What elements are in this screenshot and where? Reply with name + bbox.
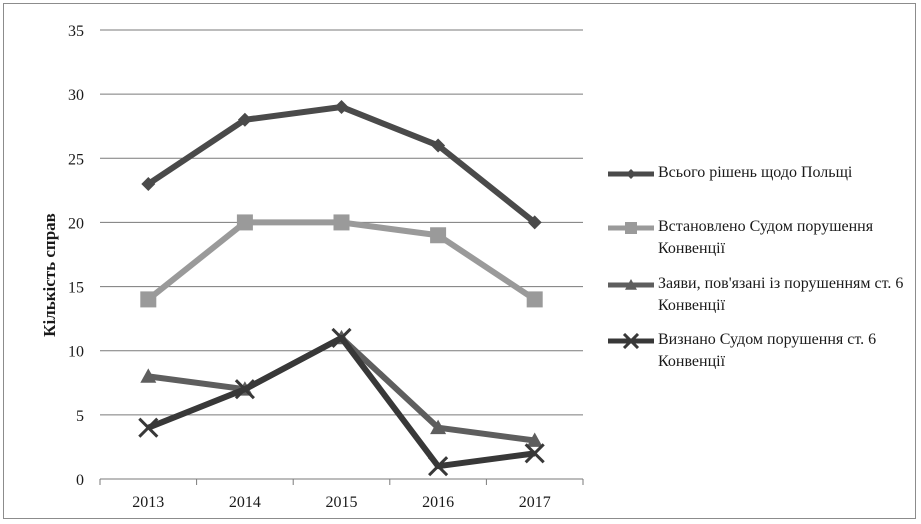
series-2 [140,329,543,447]
data-point [622,333,640,349]
series-3 [138,327,545,477]
data-point [333,214,350,231]
y-tick-label: 35 [68,23,84,40]
x-tick-label: 2014 [229,494,261,511]
y-tick-label: 5 [76,408,84,425]
data-point [334,99,349,114]
data-point [524,443,545,464]
x-tick-label: 2017 [519,494,551,511]
y-tick-label: 25 [68,151,84,168]
legend-label-violations: Встановлено Судом порушення Конвенції [658,218,874,257]
data-point [526,432,543,447]
legend-marker-art6-violations [608,333,654,349]
legend-label-art6-applications: Заяви, пов'язані із порушенням ст. 6 Кон… [658,275,904,314]
y-axis-label: Кількість справ [40,213,59,337]
series-line [147,334,536,444]
series-0 [141,99,542,230]
series-line [146,103,537,225]
data-point [625,222,637,234]
x-tick-label: 2015 [326,494,358,511]
data-point [140,368,157,383]
series-1 [140,214,543,308]
data-point [237,112,252,127]
y-tick-label: 20 [68,215,84,232]
legend-marker-violations [608,222,654,234]
data-point [234,379,255,400]
legend-marker-art6-applications [608,279,654,290]
data-point [527,215,542,230]
data-point [625,279,637,290]
data-point [428,456,449,477]
y-tick-labels: 0 5 10 15 20 25 30 35 [68,23,84,489]
y-tick-label: 10 [68,344,84,361]
data-point [236,214,253,231]
legend-label-art6-violations: Визнано Судом порушення ст. 6 Конвенції [658,331,877,370]
data-point [141,176,156,191]
y-tick-label: 15 [68,280,84,297]
data-point [431,138,446,153]
x-tick-labels: 2013 2014 2015 2016 2017 [132,494,550,511]
data-point [331,327,352,348]
data-point [430,419,447,435]
data-point [140,291,157,308]
data-point [626,169,636,179]
x-tick-label: 2013 [132,494,164,511]
y-tick-label: 30 [68,87,84,104]
series-group [138,99,545,477]
series-line [146,219,537,302]
legend-marker-total [608,169,654,179]
y-tick-label: 0 [76,472,84,489]
data-point [138,417,159,438]
legend-label-total: Всього рішень щодо Польщі [658,164,853,181]
series-line [147,334,536,470]
data-point [430,227,447,244]
x-tick-label: 2016 [422,494,454,511]
data-point [526,291,543,308]
